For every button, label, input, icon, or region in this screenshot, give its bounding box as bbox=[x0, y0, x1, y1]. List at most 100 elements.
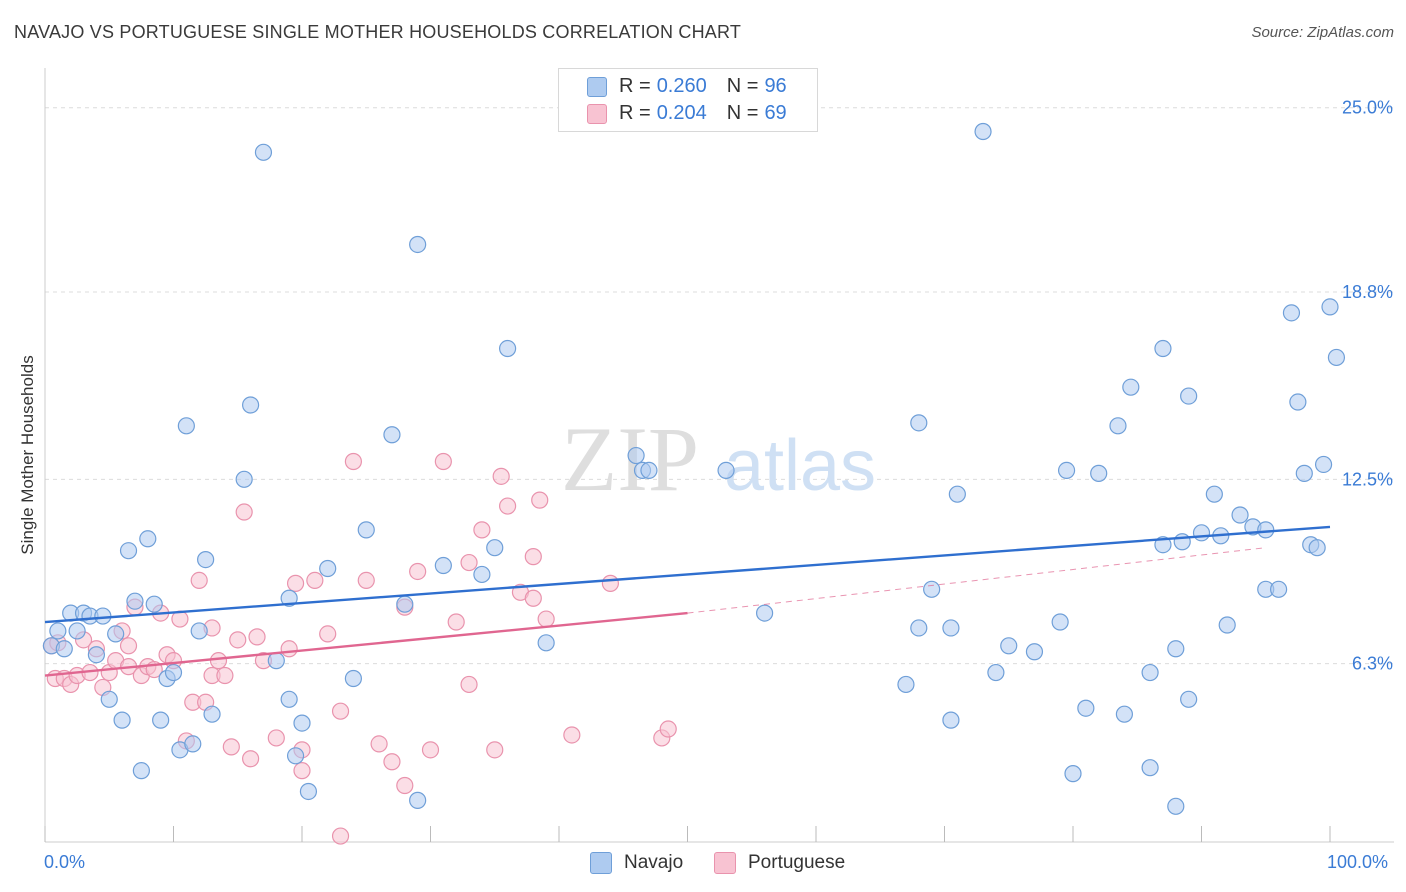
navajo-point-34[interactable] bbox=[299, 782, 318, 801]
portuguese-point-68[interactable] bbox=[601, 574, 620, 592]
portuguese-point-29[interactable] bbox=[209, 652, 228, 670]
navajo-point-93[interactable] bbox=[1308, 539, 1326, 557]
navajo-point-71[interactable] bbox=[1141, 759, 1159, 777]
portuguese-point-31[interactable] bbox=[222, 738, 240, 756]
navajo-point-36[interactable] bbox=[344, 669, 362, 688]
portuguese-point-35[interactable] bbox=[248, 628, 266, 646]
portuguese-point-61[interactable] bbox=[499, 497, 517, 515]
navajo-point-23[interactable] bbox=[190, 622, 208, 640]
legend-item-navajo[interactable]: Navajo bbox=[590, 852, 683, 874]
navajo-point-76[interactable] bbox=[1167, 797, 1185, 815]
portuguese-point-54[interactable] bbox=[434, 452, 452, 471]
portuguese-point-58[interactable] bbox=[473, 521, 491, 539]
portuguese-point-56[interactable] bbox=[460, 553, 478, 572]
navajo-point-68[interactable] bbox=[1109, 417, 1127, 435]
navajo-point-10[interactable] bbox=[107, 625, 125, 643]
navajo-point-46[interactable] bbox=[537, 634, 555, 652]
navajo-point-30[interactable] bbox=[280, 589, 298, 607]
navajo-point-77[interactable] bbox=[1173, 533, 1191, 551]
navajo-point-28[interactable] bbox=[254, 143, 273, 161]
legend-item-portuguese[interactable]: Portuguese bbox=[714, 852, 845, 874]
portuguese-point-70[interactable] bbox=[659, 720, 677, 738]
navajo-point-44[interactable] bbox=[486, 539, 504, 557]
portuguese-point-30[interactable] bbox=[216, 666, 234, 685]
navajo-point-13[interactable] bbox=[126, 592, 144, 610]
navajo-point-65[interactable] bbox=[1064, 765, 1082, 783]
navajo-point-24[interactable] bbox=[197, 550, 215, 569]
navajo-point-41[interactable] bbox=[409, 235, 427, 254]
navajo-point-26[interactable] bbox=[235, 470, 253, 488]
portuguese-point-63[interactable] bbox=[524, 548, 542, 566]
navajo-point-9[interactable] bbox=[100, 690, 118, 708]
portuguese-point-46[interactable] bbox=[344, 452, 362, 471]
navajo-point-32[interactable] bbox=[286, 747, 305, 765]
portuguese-point-38[interactable] bbox=[280, 640, 298, 658]
navajo-point-94[interactable] bbox=[1314, 455, 1333, 474]
portuguese-point-39[interactable] bbox=[286, 574, 305, 592]
navajo-point-21[interactable] bbox=[177, 417, 195, 435]
portuguese-point-50[interactable] bbox=[396, 776, 414, 795]
portuguese-point-47[interactable] bbox=[357, 571, 375, 589]
portuguese-point-48[interactable] bbox=[370, 735, 388, 753]
navajo-point-29[interactable] bbox=[267, 652, 285, 670]
navajo-point-12[interactable] bbox=[119, 542, 138, 560]
navajo-point-60[interactable] bbox=[987, 663, 1005, 682]
navajo-point-72[interactable] bbox=[1141, 663, 1159, 682]
navajo-point-17[interactable] bbox=[152, 711, 170, 729]
navajo-point-33[interactable] bbox=[293, 714, 311, 732]
navajo-point-87[interactable] bbox=[1257, 521, 1275, 539]
navajo-point-67[interactable] bbox=[1090, 464, 1108, 482]
portuguese-point-60[interactable] bbox=[492, 467, 510, 485]
portuguese-point-53[interactable] bbox=[421, 741, 440, 759]
navajo-point-69[interactable] bbox=[1115, 705, 1134, 723]
navajo-point-8[interactable] bbox=[94, 607, 112, 625]
navajo-point-2[interactable] bbox=[55, 640, 73, 658]
navajo-point-49[interactable] bbox=[640, 461, 658, 480]
portuguese-point-64[interactable] bbox=[524, 589, 542, 607]
portuguese-point-55[interactable] bbox=[447, 613, 465, 631]
navajo-point-88[interactable] bbox=[1269, 580, 1288, 598]
portuguese-point-34[interactable] bbox=[242, 750, 260, 768]
navajo-point-38[interactable] bbox=[383, 426, 401, 444]
portuguese-point-52[interactable] bbox=[409, 562, 427, 581]
navajo-point-14[interactable] bbox=[132, 762, 150, 780]
portuguese-point-45[interactable] bbox=[331, 702, 350, 720]
navajo-point-83[interactable] bbox=[1218, 616, 1236, 634]
navajo-point-80[interactable] bbox=[1192, 524, 1211, 542]
navajo-point-37[interactable] bbox=[357, 521, 375, 539]
navajo-point-1[interactable] bbox=[49, 622, 67, 640]
portuguese-point-25[interactable] bbox=[190, 571, 208, 589]
navajo-point-78[interactable] bbox=[1180, 387, 1198, 405]
navajo-point-15[interactable] bbox=[139, 530, 157, 548]
navajo-point-50[interactable] bbox=[717, 461, 735, 480]
navajo-point-19[interactable] bbox=[164, 663, 183, 682]
portuguese-point-66[interactable] bbox=[537, 610, 555, 628]
navajo-point-11[interactable] bbox=[113, 711, 131, 729]
portuguese-point-49[interactable] bbox=[383, 753, 401, 771]
navajo-point-7[interactable] bbox=[87, 646, 106, 664]
navajo-point-51[interactable] bbox=[755, 604, 774, 622]
navajo-point-64[interactable] bbox=[1057, 461, 1076, 480]
navajo-point-81[interactable] bbox=[1205, 485, 1223, 503]
navajo-point-16[interactable] bbox=[145, 595, 163, 613]
navajo-point-42[interactable] bbox=[434, 556, 452, 575]
navajo-point-54[interactable] bbox=[923, 580, 941, 598]
portuguese-point-65[interactable] bbox=[531, 491, 549, 509]
navajo-point-62[interactable] bbox=[1025, 643, 1044, 661]
navajo-point-91[interactable] bbox=[1295, 464, 1313, 482]
portuguese-point-13[interactable] bbox=[119, 637, 138, 655]
navajo-point-53[interactable] bbox=[910, 619, 928, 637]
navajo-point-90[interactable] bbox=[1289, 393, 1307, 411]
navajo-point-27[interactable] bbox=[242, 396, 260, 414]
portuguese-point-44[interactable] bbox=[331, 827, 350, 845]
portuguese-point-42[interactable] bbox=[306, 571, 324, 589]
portuguese-point-57[interactable] bbox=[460, 675, 478, 694]
portuguese-point-59[interactable] bbox=[486, 741, 504, 759]
navajo-point-43[interactable] bbox=[473, 565, 491, 584]
navajo-point-35[interactable] bbox=[319, 559, 337, 578]
navajo-point-96[interactable] bbox=[1327, 348, 1346, 367]
navajo-point-47[interactable] bbox=[627, 446, 645, 465]
navajo-point-25[interactable] bbox=[203, 705, 221, 723]
navajo-point-89[interactable] bbox=[1282, 304, 1301, 322]
navajo-point-45[interactable] bbox=[499, 339, 517, 358]
